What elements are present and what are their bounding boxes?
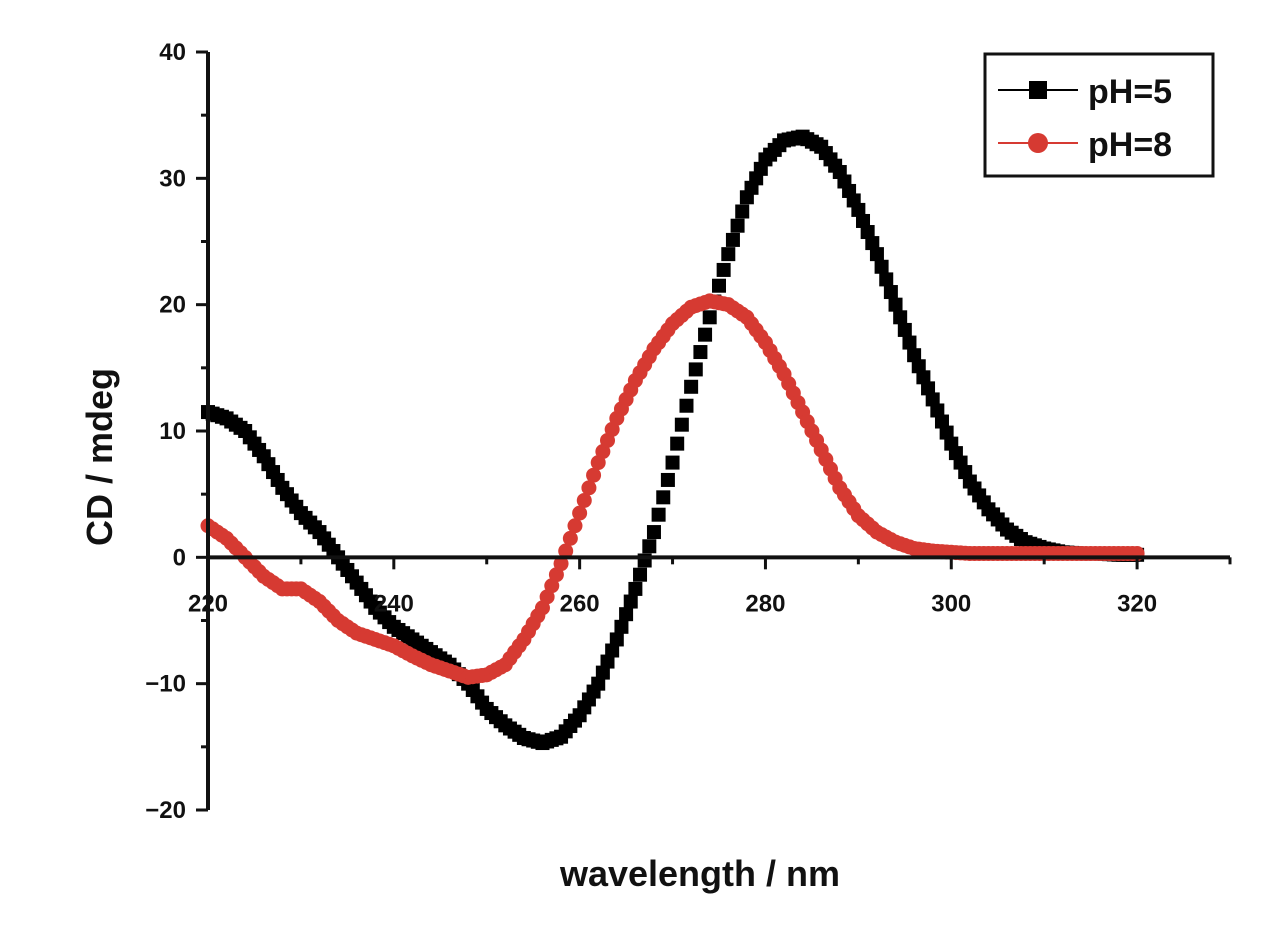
data-point: [684, 379, 699, 394]
data-point: [553, 556, 569, 572]
y-tick-label: 30: [159, 165, 186, 192]
x-tick-label: 240: [374, 590, 414, 617]
data-point: [633, 567, 648, 582]
data-point: [879, 272, 894, 287]
data-point: [670, 436, 685, 451]
data-point: [725, 232, 740, 247]
data-point: [660, 472, 675, 487]
data-point: [702, 310, 717, 325]
data-point: [665, 455, 680, 470]
legend-label-ph8: pH=8: [1088, 126, 1172, 164]
data-point: [921, 381, 936, 396]
legend-frame: [983, 52, 1215, 178]
data-point: [646, 525, 661, 540]
data-point: [851, 202, 866, 217]
data-point: [656, 490, 671, 505]
y-tick-label: 10: [159, 418, 186, 445]
data-point: [934, 414, 949, 429]
data-point: [698, 327, 713, 342]
x-tick-label: 280: [745, 590, 785, 617]
data-point: [716, 262, 731, 277]
legend-label-ph5: pH=5: [1088, 73, 1172, 111]
x-tick-label: 220: [188, 590, 228, 617]
data-point: [688, 362, 703, 377]
data-point: [907, 348, 922, 363]
data-point: [897, 322, 912, 337]
data-point: [558, 543, 574, 559]
data-point: [576, 492, 592, 508]
data-point: [893, 310, 908, 325]
data-point: [595, 665, 610, 680]
y-tick-label: −20: [145, 797, 186, 824]
data-point: [730, 218, 745, 233]
y-axis-title: CD / mdeg: [79, 368, 120, 546]
data-point: [562, 530, 578, 546]
data-point: [883, 285, 898, 300]
data-point: [628, 581, 643, 596]
data-point: [916, 370, 931, 385]
x-axis-title: wavelength / nm: [559, 853, 840, 894]
data-point: [674, 417, 689, 432]
data-point: [712, 278, 726, 293]
data-point: [939, 425, 954, 440]
data-point: [869, 247, 884, 262]
x-tick-label: 300: [931, 590, 971, 617]
data-point: [911, 359, 926, 374]
plot-area: [200, 129, 1145, 751]
y-tick-label: 20: [159, 292, 186, 319]
data-point: [642, 539, 657, 554]
data-point: [888, 297, 903, 312]
legend-marker-ph8: [1028, 133, 1048, 153]
y-axis-ticks: −20 −10 0 10 20 30 40: [145, 39, 208, 824]
legend-marker-ph5: [1029, 81, 1047, 99]
data-point: [930, 403, 945, 418]
y-tick-label: 40: [159, 39, 186, 66]
y-tick-label: 0: [173, 544, 186, 571]
x-tick-label: 260: [560, 590, 600, 617]
data-point: [651, 507, 666, 522]
data-point: [856, 213, 871, 228]
x-tick-label: 320: [1117, 590, 1157, 617]
data-point: [614, 619, 629, 634]
data-point: [874, 259, 889, 274]
y-tick-label: −10: [145, 671, 186, 698]
data-point: [567, 518, 583, 534]
data-point: [591, 676, 606, 691]
data-point: [586, 467, 602, 483]
data-point: [605, 643, 620, 658]
legend: pH=5 pH=8: [983, 52, 1215, 178]
data-point: [623, 594, 638, 609]
series-ph-5: [201, 129, 1145, 751]
data-point: [600, 654, 615, 669]
data-point: [572, 505, 588, 521]
data-point: [721, 247, 736, 262]
data-point: [609, 632, 624, 647]
data-point: [925, 392, 940, 407]
data-point: [735, 204, 750, 219]
series-ph-8: [200, 293, 1145, 685]
data-point: [693, 345, 708, 360]
data-point: [865, 236, 880, 251]
data-point: [860, 225, 875, 240]
data-point: [679, 398, 694, 413]
data-point: [619, 607, 634, 622]
data-point: [581, 480, 597, 496]
data-point: [902, 335, 917, 350]
x-axis-ticks: 220 240 260 280 300 320: [188, 557, 1232, 617]
